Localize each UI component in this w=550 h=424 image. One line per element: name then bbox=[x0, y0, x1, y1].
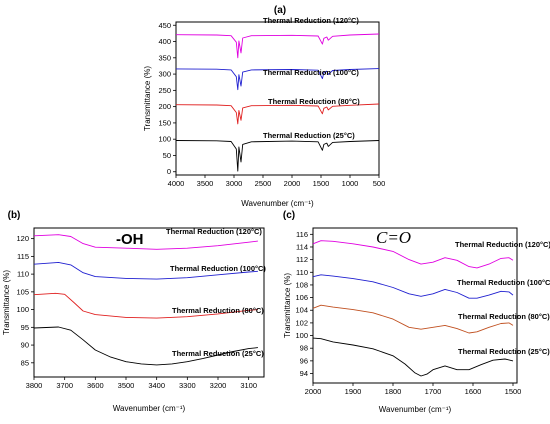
series-line bbox=[312, 240, 514, 269]
series-line bbox=[33, 326, 258, 366]
y-tick-label: 100 bbox=[16, 305, 29, 314]
chart-panel-b: 3800 3700 3600 3500 3400 3300 3200 3100 85 90 95 10… bbox=[2, 210, 266, 413]
x-tick-label: 4000 bbox=[168, 179, 185, 188]
x-tick-label: 1800 bbox=[385, 387, 402, 396]
y-tick-label: 105 bbox=[16, 287, 29, 296]
panel-letter: (a) bbox=[274, 5, 286, 16]
x-tick-label: 3300 bbox=[179, 381, 196, 390]
y-tick-label: 94 bbox=[300, 369, 308, 378]
series-line bbox=[312, 304, 514, 334]
series-label: Thermal Reduction (100°C) bbox=[263, 68, 359, 77]
plot-frame bbox=[175, 21, 380, 176]
series-label: Thermal Reduction (100°C) bbox=[457, 278, 550, 287]
y-tick-label: 50 bbox=[163, 151, 171, 160]
y-tick-label: 300 bbox=[158, 70, 171, 79]
plot-frame bbox=[33, 227, 265, 378]
series-line bbox=[175, 33, 380, 59]
x-tick-label: 3800 bbox=[26, 381, 43, 390]
x-tick-label: 3100 bbox=[240, 381, 257, 390]
group-annotation: C=O bbox=[376, 228, 411, 247]
x-tick-label: 2000 bbox=[305, 387, 322, 396]
y-axis-label: Transmittance (%) bbox=[283, 273, 292, 338]
x-tick-label: 1600 bbox=[465, 387, 482, 396]
y-tick-label: 106 bbox=[295, 293, 308, 302]
x-tick-label: 1500 bbox=[505, 387, 522, 396]
x-tick-label: 1000 bbox=[342, 179, 359, 188]
panel-letter: (c) bbox=[283, 210, 295, 221]
plot-frame bbox=[312, 227, 518, 384]
y-tick-label: 114 bbox=[296, 242, 308, 251]
x-axis-label: Wavenumber (cm⁻¹) bbox=[379, 405, 452, 414]
chart-panel-a: 4000 3500 3000 2500 2000 1500 1000 500 0 50 100 150… bbox=[143, 5, 385, 208]
y-tick-label: 108 bbox=[295, 280, 308, 289]
x-tick-label: 500 bbox=[373, 179, 386, 188]
series-line bbox=[175, 140, 380, 172]
y-tick-label: 85 bbox=[21, 358, 29, 367]
x-axis-label: Wavenumber (cm⁻¹) bbox=[113, 404, 186, 413]
x-tick-label: 2000 bbox=[284, 179, 301, 188]
series-line bbox=[312, 274, 514, 299]
series-line bbox=[33, 292, 258, 319]
series-label: Thermal Reduction (25°C) bbox=[172, 349, 264, 358]
x-tick-label: 3500 bbox=[118, 381, 135, 390]
series-label: Thermal Reduction (80°C) bbox=[268, 97, 360, 106]
series-label: Thermal Reduction (80°C) bbox=[172, 306, 264, 315]
y-tick-label: 104 bbox=[295, 306, 308, 315]
y-tick-label: 116 bbox=[296, 230, 308, 239]
series-label: Thermal Reduction (120°C) bbox=[166, 227, 262, 236]
x-tick-label: 3400 bbox=[148, 381, 165, 390]
series-label: Thermal Reduction (100°C) bbox=[170, 264, 266, 273]
x-tick-label: 3600 bbox=[87, 381, 104, 390]
y-tick-label: 100 bbox=[295, 331, 308, 340]
group-annotation: -OH bbox=[116, 231, 144, 248]
series-label: Thermal Reduction (25°C) bbox=[458, 347, 550, 356]
x-tick-label: 2500 bbox=[255, 179, 272, 188]
y-tick-label: 102 bbox=[295, 318, 308, 327]
y-tick-label: 110 bbox=[296, 268, 308, 277]
series-label: Thermal Reduction (80°C) bbox=[458, 312, 550, 321]
y-tick-label: 98 bbox=[300, 344, 308, 353]
x-tick-label: 1900 bbox=[345, 387, 362, 396]
x-tick-label: 3000 bbox=[226, 179, 243, 188]
series-line bbox=[33, 261, 258, 280]
y-tick-label: 0 bbox=[167, 167, 171, 176]
x-tick-label: 3700 bbox=[56, 381, 73, 390]
series-label: Thermal Reduction (25°C) bbox=[263, 131, 355, 140]
series-label: Thermal Reduction (120°C) bbox=[455, 240, 550, 249]
y-tick-label: 112 bbox=[296, 255, 308, 264]
y-tick-label: 110 bbox=[17, 270, 29, 279]
x-tick-label: 3200 bbox=[210, 381, 227, 390]
chart-panel-c: 2000 1900 1800 1700 1600 1500 94 96 98 100 102 104 1… bbox=[283, 210, 550, 414]
series-line bbox=[175, 68, 380, 91]
y-tick-label: 96 bbox=[300, 356, 308, 365]
series-line bbox=[312, 337, 514, 377]
y-tick-label: 350 bbox=[158, 53, 171, 62]
x-tick-label: 1700 bbox=[425, 387, 442, 396]
series-label: Thermal Reduction (120°C) bbox=[263, 16, 359, 25]
panel-letter: (b) bbox=[8, 210, 21, 221]
series-line bbox=[33, 234, 258, 250]
y-tick-label: 115 bbox=[17, 252, 29, 261]
y-tick-label: 450 bbox=[158, 21, 171, 30]
y-tick-label: 150 bbox=[158, 118, 171, 127]
x-tick-label: 3500 bbox=[197, 179, 214, 188]
y-tick-label: 100 bbox=[158, 135, 171, 144]
y-axis-label: Transmittance (%) bbox=[2, 270, 11, 335]
y-tick-label: 250 bbox=[158, 86, 171, 95]
y-tick-label: 95 bbox=[21, 323, 29, 332]
x-axis-label: Wavenumber (cm⁻¹) bbox=[241, 199, 314, 208]
y-tick-label: 90 bbox=[21, 341, 29, 350]
x-tick-label: 1500 bbox=[313, 179, 330, 188]
y-tick-label: 400 bbox=[158, 37, 171, 46]
y-axis-label: Transmittance (%) bbox=[143, 66, 152, 131]
series-line bbox=[175, 103, 380, 125]
y-tick-label: 120 bbox=[16, 234, 29, 243]
y-tick-label: 200 bbox=[158, 102, 171, 111]
